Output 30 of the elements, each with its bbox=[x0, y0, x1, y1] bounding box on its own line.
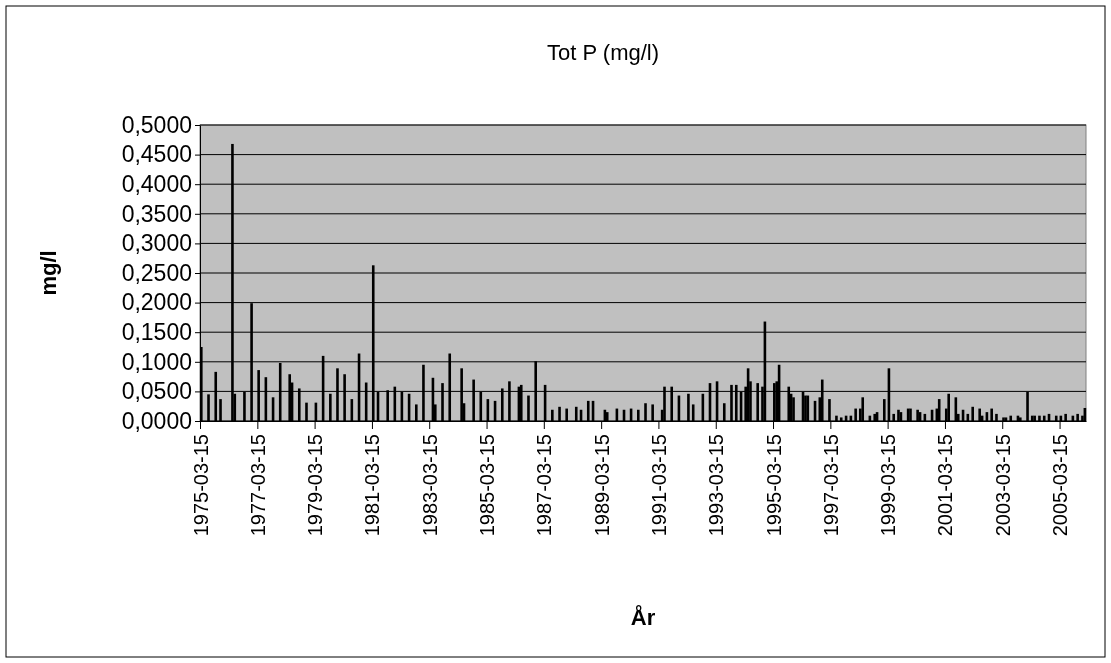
x-tick-label: 2005-03-15 bbox=[1049, 434, 1072, 537]
x-tick-label: 1975-03-15 bbox=[189, 434, 212, 537]
x-tick-label: 1999-03-15 bbox=[877, 434, 900, 537]
x-tick-label: 1979-03-15 bbox=[304, 434, 327, 537]
x-tick-label: 1985-03-15 bbox=[476, 434, 499, 537]
y-tick-label: 0,4000 bbox=[121, 171, 192, 198]
y-tick-label: 0,3000 bbox=[121, 230, 192, 257]
x-tick-label: 1987-03-15 bbox=[533, 434, 556, 537]
x-tick-label: 1995-03-15 bbox=[762, 434, 785, 537]
x-tick-label: 1989-03-15 bbox=[590, 434, 613, 537]
x-tick-label: 1993-03-15 bbox=[705, 434, 728, 537]
y-axis-title: mg/l bbox=[35, 250, 61, 296]
x-tick-label: 1983-03-15 bbox=[418, 434, 441, 537]
y-tick-label: 0,0500 bbox=[121, 378, 192, 405]
x-tick-label: 1981-03-15 bbox=[361, 434, 384, 537]
y-tick-label: 0,2000 bbox=[121, 289, 192, 316]
y-tick-label: 0,4500 bbox=[121, 141, 192, 168]
y-tick-label: 0,1500 bbox=[121, 319, 192, 346]
chart-title: Tot P (mg/l) bbox=[546, 40, 660, 65]
x-tick-label: 2001-03-15 bbox=[934, 434, 957, 537]
y-tick-label: 0,5000 bbox=[121, 111, 192, 138]
x-tick-label: 1977-03-15 bbox=[246, 434, 269, 537]
x-axis-title: År bbox=[630, 604, 656, 630]
x-tick-label: 1991-03-15 bbox=[647, 434, 670, 537]
y-tick-label: 0,2500 bbox=[121, 259, 192, 286]
y-tick-label: 0,3500 bbox=[121, 200, 192, 227]
y-tick-label: 0,1000 bbox=[121, 348, 192, 375]
y-tick-label: 0,0000 bbox=[121, 407, 192, 434]
x-tick-label: 2003-03-15 bbox=[991, 434, 1014, 537]
x-tick-label: 1997-03-15 bbox=[819, 434, 842, 537]
